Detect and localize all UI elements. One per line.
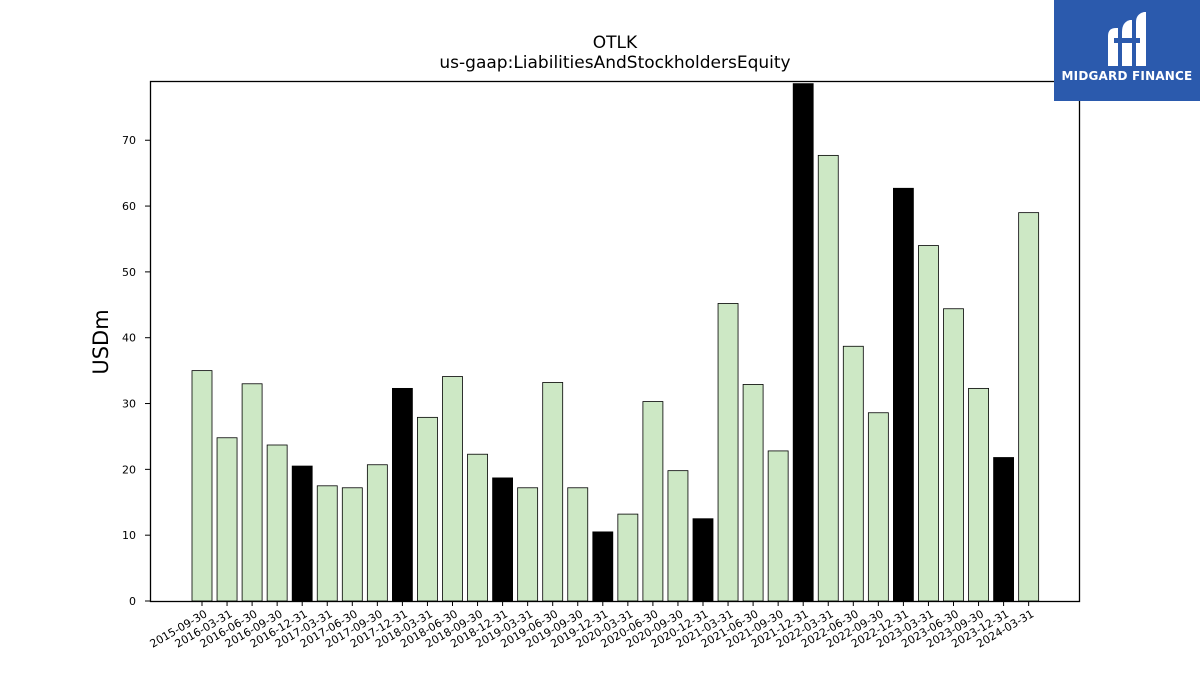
plot-frame [149, 80, 1081, 603]
bar-2022-12-31 [893, 187, 914, 602]
bar-2020-09-30 [667, 470, 689, 602]
bar-2018-06-30 [442, 376, 463, 602]
bar-2021-12-31 [792, 83, 814, 602]
bar-2019-12-31 [592, 531, 614, 602]
bar-2018-03-31 [417, 416, 438, 602]
bars-group [191, 83, 1040, 602]
y-tick-label: 50 [122, 266, 136, 279]
bar-2023-12-31 [993, 457, 1014, 602]
bar-2016-03-31 [216, 437, 238, 602]
bar-2024-03-31 [1018, 212, 1040, 602]
bar-2020-03-31 [617, 513, 639, 602]
bar-2016-06-30 [241, 383, 263, 602]
bar-2020-06-30 [642, 401, 664, 602]
bar-2022-03-31 [817, 154, 839, 602]
bar-2016-12-31 [291, 465, 313, 602]
bar-2015-09-30 [191, 370, 213, 602]
y-axis-label: USDm [89, 309, 113, 374]
bar-2023-09-30 [968, 387, 989, 602]
bar-2018-12-31 [492, 477, 514, 602]
brand-logo: MIDGARD FINANCE [1054, 0, 1200, 101]
y-tick-label: 30 [122, 398, 136, 411]
x-axis-ticks: 2015-09-302016-03-312016-06-302016-09-30… [148, 601, 1036, 651]
bar-2019-06-30 [542, 382, 564, 602]
y-tick-label: 0 [129, 595, 136, 608]
bar-2021-09-30 [767, 450, 789, 602]
bar-2023-06-30 [943, 308, 964, 602]
bar-2017-12-31 [391, 387, 413, 602]
y-tick-label: 60 [122, 200, 136, 213]
bar-2020-12-31 [692, 518, 714, 602]
bar-2021-03-31 [717, 303, 739, 602]
bar-2019-03-31 [517, 487, 539, 602]
logo-text: MIDGARD FINANCE [1061, 69, 1193, 83]
bar-2023-03-31 [918, 245, 939, 602]
bar-2022-09-30 [867, 412, 889, 602]
bar-2017-03-31 [316, 485, 338, 602]
bar-2018-09-30 [467, 453, 488, 602]
y-tick-label: 20 [122, 463, 136, 476]
chart-subtitle: us-gaap:LiabilitiesAndStockholdersEquity [439, 53, 790, 73]
bar-2016-09-30 [266, 444, 288, 602]
bar-2022-06-30 [842, 345, 864, 602]
bar-2017-06-30 [341, 487, 363, 602]
logo-mark-icon [1108, 12, 1146, 66]
bar-2019-09-30 [567, 487, 589, 602]
y-tick-label: 70 [122, 134, 136, 147]
y-axis-ticks: 0 10 20 30 40 50 60 70 [122, 134, 150, 608]
bar-2021-06-30 [742, 384, 764, 602]
y-tick-label: 40 [122, 332, 136, 345]
y-tick-label: 10 [122, 529, 136, 542]
chart-title: OTLK [593, 33, 638, 53]
bar-2017-09-30 [366, 464, 388, 602]
